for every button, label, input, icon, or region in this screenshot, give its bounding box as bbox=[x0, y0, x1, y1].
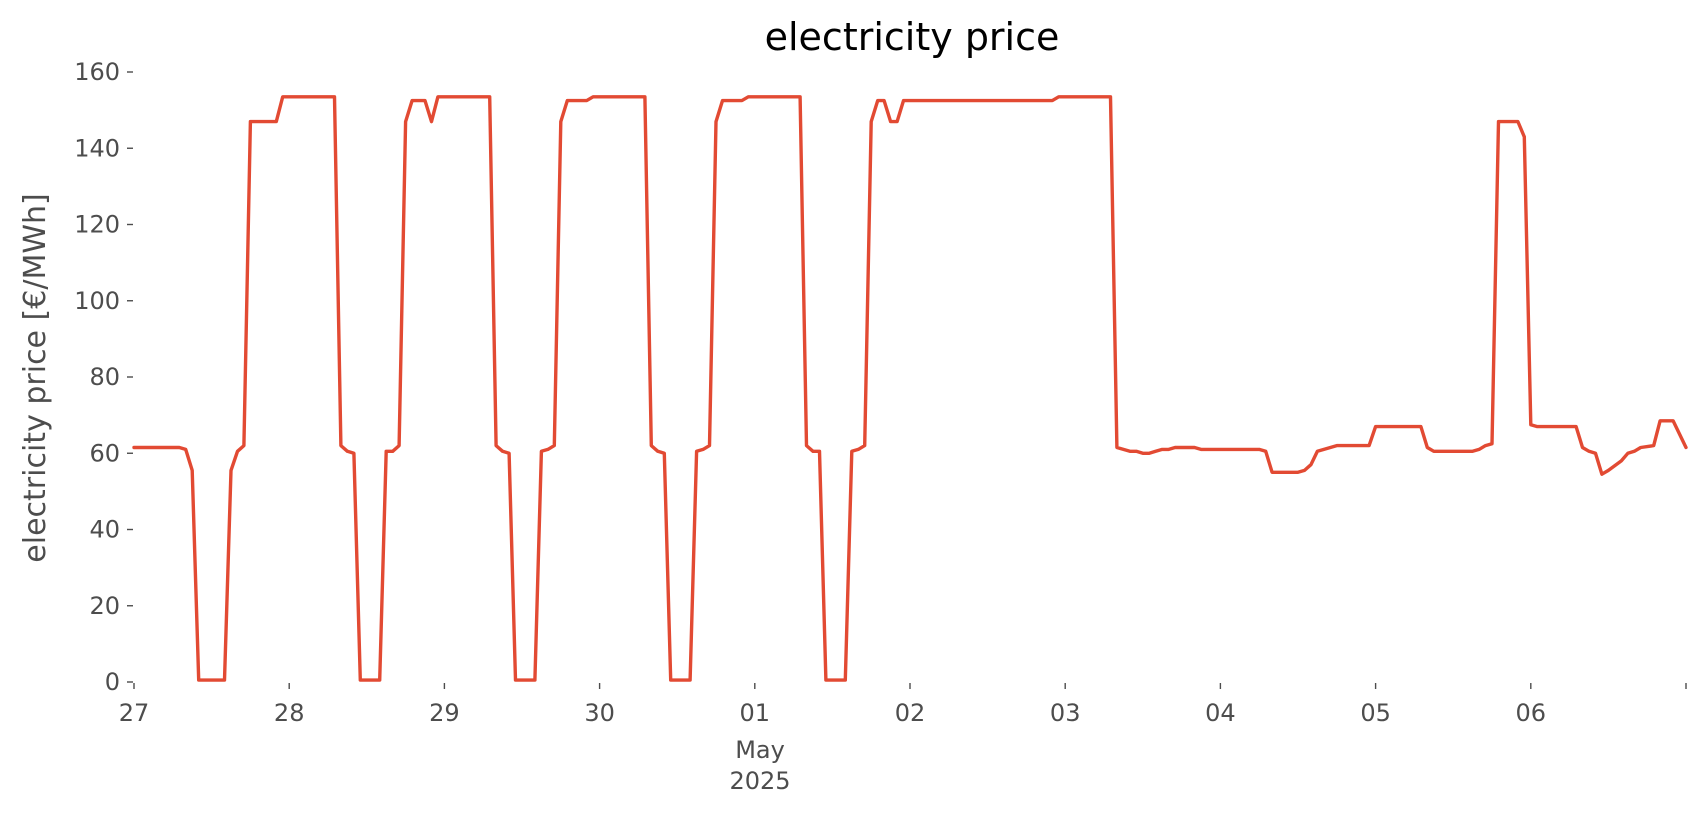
y-tick-label: 100 bbox=[74, 287, 120, 315]
y-tick-label: 120 bbox=[74, 211, 120, 239]
y-tick-label: 140 bbox=[74, 134, 120, 162]
y-tick-label: 160 bbox=[74, 58, 120, 86]
x-axis: 27 28 29 30 01 02 03 04 05 06 bbox=[119, 683, 1687, 727]
y-tick-label: 0 bbox=[105, 668, 120, 696]
x-tick-label: 28 bbox=[274, 699, 305, 727]
y-axis: 0 20 40 60 80 100 120 140 160 bbox=[74, 58, 133, 696]
x-tick-label: 30 bbox=[584, 699, 615, 727]
x-tick-label: 03 bbox=[1050, 699, 1081, 727]
x-tick-label: 04 bbox=[1205, 699, 1236, 727]
x-tick-label: 27 bbox=[119, 699, 150, 727]
y-tick-label: 60 bbox=[89, 439, 120, 467]
plot-area bbox=[132, 95, 1688, 682]
x-tick-label: 29 bbox=[429, 699, 460, 727]
series-line bbox=[132, 95, 1688, 682]
y-tick-label: 40 bbox=[89, 516, 120, 544]
x-axis-month-label: May bbox=[735, 736, 785, 764]
x-tick-label: 05 bbox=[1360, 699, 1391, 727]
y-tick-label: 20 bbox=[89, 592, 120, 620]
x-tick-label: 06 bbox=[1516, 699, 1547, 727]
chart-title: electricity price bbox=[765, 15, 1060, 59]
y-tick-label: 80 bbox=[89, 363, 120, 391]
x-axis-year-label: 2025 bbox=[729, 767, 790, 795]
x-tick-label: 01 bbox=[740, 699, 771, 727]
y-axis-label: electricity price [€/MWh] bbox=[18, 193, 53, 562]
x-tick-label: 02 bbox=[895, 699, 926, 727]
